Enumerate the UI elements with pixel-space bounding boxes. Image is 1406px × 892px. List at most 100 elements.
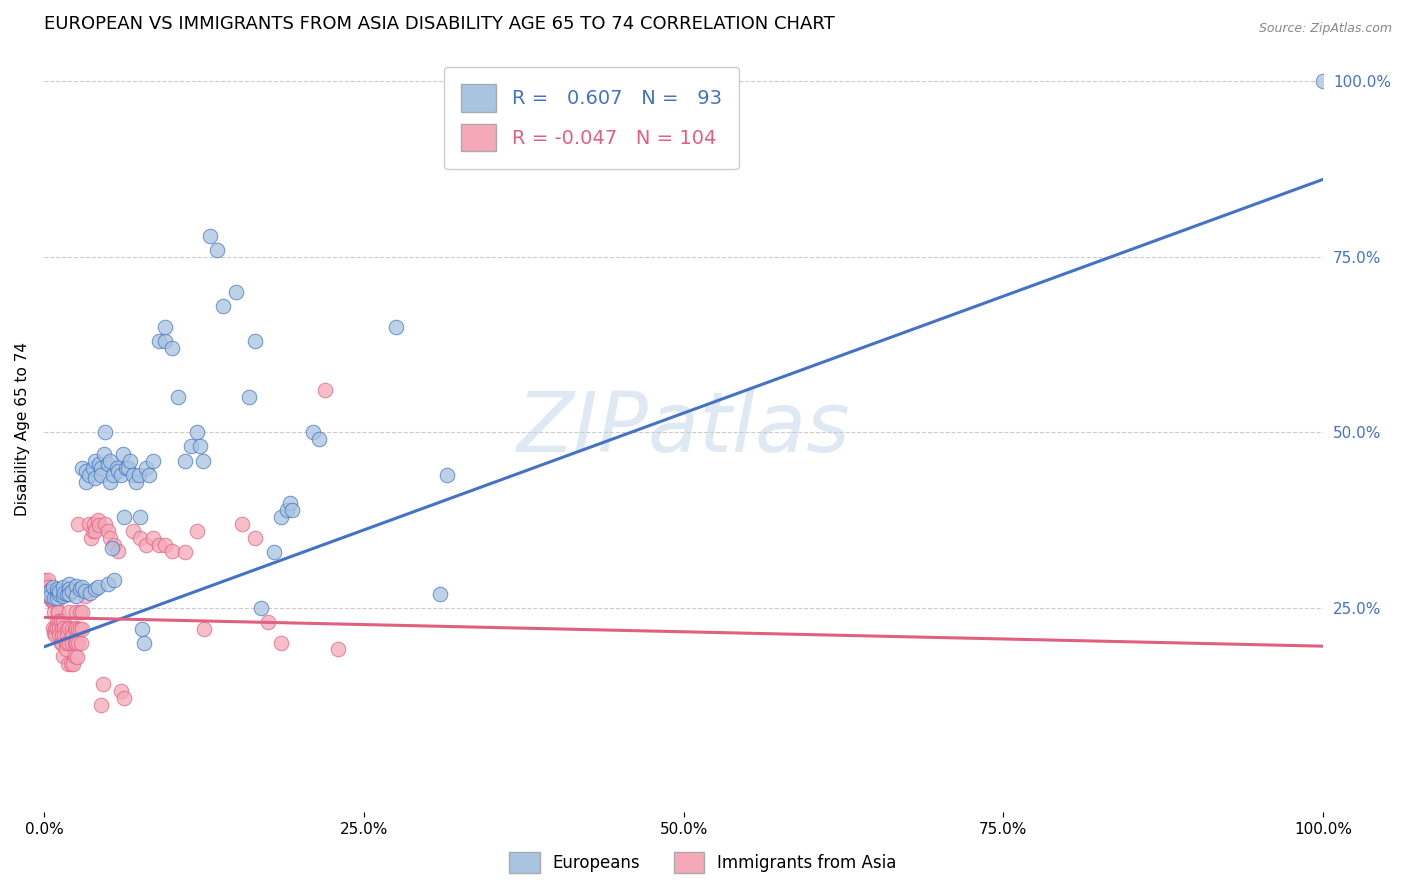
Point xyxy=(117,460,139,475)
Point xyxy=(107,464,129,478)
Point xyxy=(278,496,301,510)
Point xyxy=(79,586,101,600)
Point xyxy=(138,467,160,482)
Point xyxy=(45,594,67,608)
Point xyxy=(72,605,94,619)
Point xyxy=(63,623,86,637)
Point xyxy=(155,538,177,552)
Point xyxy=(122,467,145,482)
Point xyxy=(135,460,157,475)
Point xyxy=(41,594,63,608)
Point xyxy=(142,453,165,467)
Point xyxy=(243,531,266,545)
Point xyxy=(58,587,80,601)
Point xyxy=(100,541,122,556)
Point xyxy=(55,636,77,650)
Point xyxy=(42,591,65,605)
Point xyxy=(97,524,120,538)
Point xyxy=(84,471,107,485)
Point xyxy=(200,228,222,243)
Point xyxy=(60,629,83,643)
Point xyxy=(39,583,62,598)
Point xyxy=(65,621,87,635)
Point xyxy=(90,467,112,482)
Point xyxy=(97,457,120,471)
Point xyxy=(69,605,91,619)
Point xyxy=(83,516,105,531)
Point xyxy=(58,582,80,596)
Point xyxy=(37,573,59,587)
Point xyxy=(167,390,190,404)
Point xyxy=(180,440,202,454)
Point xyxy=(188,440,211,454)
Text: EUROPEAN VS IMMIGRANTS FROM ASIA DISABILITY AGE 65 TO 74 CORRELATION CHART: EUROPEAN VS IMMIGRANTS FROM ASIA DISABIL… xyxy=(44,15,835,33)
Point xyxy=(142,531,165,545)
Point xyxy=(281,502,304,516)
Point xyxy=(110,467,132,482)
Point xyxy=(38,587,60,601)
Point xyxy=(60,623,83,637)
Y-axis label: Disability Age 65 to 74: Disability Age 65 to 74 xyxy=(15,342,30,516)
Point xyxy=(42,580,65,594)
Point xyxy=(308,433,330,447)
Point xyxy=(80,531,103,545)
Point xyxy=(42,625,65,640)
Point xyxy=(173,453,195,467)
Point xyxy=(56,636,79,650)
Point xyxy=(46,605,69,619)
Point xyxy=(48,628,70,642)
Point xyxy=(34,576,56,591)
Point xyxy=(41,589,63,603)
Point xyxy=(114,460,136,475)
Point xyxy=(48,614,70,628)
Point xyxy=(45,591,67,605)
Point xyxy=(84,453,107,467)
Point xyxy=(135,538,157,552)
Point xyxy=(69,623,91,637)
Point xyxy=(67,516,90,531)
Point xyxy=(112,446,135,460)
Point xyxy=(65,579,87,593)
Point xyxy=(53,628,76,642)
Point xyxy=(52,648,75,663)
Point xyxy=(75,475,97,489)
Point xyxy=(35,583,58,598)
Point xyxy=(105,460,128,475)
Point xyxy=(186,425,208,440)
Point xyxy=(72,623,94,637)
Point xyxy=(160,543,183,558)
Point xyxy=(56,629,79,643)
Point xyxy=(87,457,110,471)
Point xyxy=(238,390,260,404)
Point xyxy=(39,589,62,603)
Point xyxy=(52,589,75,603)
Point xyxy=(69,582,91,596)
Point xyxy=(46,605,69,619)
Point xyxy=(53,621,76,635)
Text: Source: ZipAtlas.com: Source: ZipAtlas.com xyxy=(1258,22,1392,36)
Point xyxy=(58,621,80,635)
Point xyxy=(35,580,58,594)
Point xyxy=(468,74,491,88)
Point xyxy=(72,460,94,475)
Point xyxy=(45,621,67,635)
Point xyxy=(32,573,55,587)
Point xyxy=(62,657,84,672)
Point xyxy=(39,587,62,601)
Point xyxy=(436,467,458,482)
Point xyxy=(100,475,122,489)
Point xyxy=(59,657,82,672)
Point xyxy=(131,623,153,637)
Point xyxy=(48,583,70,598)
Point xyxy=(86,513,108,527)
Point xyxy=(67,623,90,637)
Point xyxy=(1312,74,1334,88)
Point xyxy=(173,545,195,559)
Point xyxy=(225,285,247,299)
Point xyxy=(90,698,112,713)
Point xyxy=(84,582,107,596)
Point xyxy=(42,621,65,635)
Point xyxy=(212,299,235,313)
Point xyxy=(125,475,148,489)
Point xyxy=(63,636,86,650)
